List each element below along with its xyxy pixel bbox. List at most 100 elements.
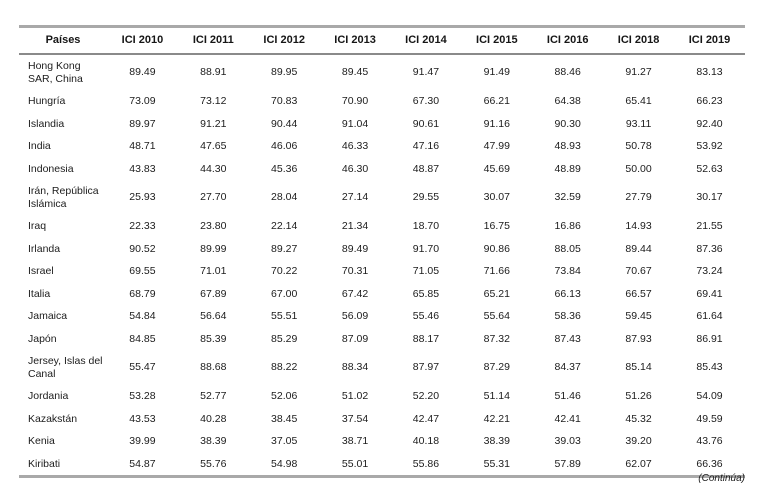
- value-cell: 43.83: [129, 162, 156, 175]
- value-cell: 88.05: [554, 242, 581, 255]
- value-cell: 22.33: [129, 220, 156, 232]
- value-cell: 25.93: [129, 191, 156, 204]
- value-cell: 71.05: [412, 265, 440, 277]
- value-cell: 87.32: [483, 332, 510, 345]
- value-cell: 27.79: [625, 191, 652, 204]
- ici-table: Países ICI 2010 ICI 2011 ICI 2012 ICI 2013 IC…: [19, 25, 745, 478]
- country-cell: Italia: [28, 287, 51, 300]
- value-cell: 66.36: [696, 457, 723, 470]
- country-cell: Irlanda: [28, 242, 61, 255]
- country-cell: Israel: [28, 265, 54, 277]
- value-cell: 89.49: [341, 242, 369, 255]
- value-cell: 88.22: [271, 361, 298, 374]
- value-cell: 55.31: [483, 457, 510, 470]
- value-cell: 52.20: [412, 390, 440, 402]
- table-row: Jersey, Islas del Canal 55.47 88.68 88.22 88…: [19, 350, 745, 385]
- value-cell: 90.61: [412, 117, 440, 130]
- value-cell: 66.21: [483, 95, 510, 107]
- value-cell: 85.14: [625, 361, 652, 374]
- value-cell: 40.18: [412, 435, 440, 447]
- value-cell: 66.57: [625, 287, 652, 300]
- value-cell: 89.95: [271, 66, 298, 79]
- column-header-year: ICI 2019: [674, 26, 745, 55]
- country-cell: Jordania: [28, 390, 69, 402]
- value-cell: 90.30: [554, 117, 581, 130]
- value-cell: 48.87: [412, 162, 440, 175]
- value-cell: 54.09: [696, 390, 723, 402]
- value-cell: 66.13: [554, 287, 581, 300]
- value-cell: 87.36: [696, 242, 723, 255]
- column-header-year: ICI 2013: [319, 26, 391, 55]
- value-cell: 87.29: [483, 361, 510, 374]
- value-cell: 87.43: [554, 332, 581, 345]
- value-cell: 91.21: [200, 117, 227, 130]
- value-cell: 55.47: [129, 361, 156, 374]
- country-cell: Jersey, Islas del Canal: [28, 355, 103, 380]
- value-cell: 55.76: [200, 457, 227, 470]
- table-row: Hungría 73.09 73.12 70.83 70.90 67.30 66.21 64.…: [19, 90, 745, 113]
- value-cell: 91.16: [483, 117, 510, 130]
- value-cell: 87.93: [625, 332, 652, 345]
- value-cell: 55.64: [483, 310, 510, 322]
- table-row: Irán, República Islámica 25.93 27.70 28.04 2…: [19, 180, 745, 215]
- value-cell: 39.03: [554, 435, 581, 447]
- value-cell: 43.76: [696, 435, 723, 447]
- value-cell: 53.92: [696, 140, 723, 152]
- value-cell: 57.89: [554, 457, 581, 470]
- value-cell: 65.41: [625, 95, 652, 107]
- value-cell: 87.09: [341, 332, 369, 345]
- value-cell: 73.09: [129, 95, 156, 107]
- country-cell: Hong Kong SAR, China: [28, 60, 83, 85]
- value-cell: 70.90: [341, 95, 369, 107]
- value-cell: 51.26: [625, 390, 652, 402]
- value-cell: 38.39: [483, 435, 510, 447]
- value-cell: 30.17: [696, 191, 723, 204]
- value-cell: 85.43: [696, 361, 723, 374]
- value-cell: 52.63: [696, 162, 723, 175]
- value-cell: 88.34: [341, 361, 369, 374]
- column-header-year: ICI 2012: [248, 26, 320, 55]
- value-cell: 42.21: [483, 412, 510, 425]
- table-row: Israel 69.55 71.01 70.22 70.31 71.05 71.66 73.8…: [19, 260, 745, 283]
- value-cell: 70.31: [341, 265, 369, 277]
- value-cell: 51.02: [341, 390, 369, 402]
- value-cell: 89.49: [129, 66, 156, 79]
- value-cell: 85.39: [200, 332, 227, 345]
- value-cell: 58.36: [554, 310, 581, 322]
- table-header-row: Países ICI 2010 ICI 2011 ICI 2012 ICI 2013 IC…: [19, 26, 745, 55]
- value-cell: 67.89: [200, 287, 227, 300]
- value-cell: 62.07: [625, 457, 652, 470]
- table-row: India 48.71 47.65 46.06 46.33 47.16 47.99 48.93…: [19, 135, 745, 158]
- value-cell: 89.27: [271, 242, 298, 255]
- table-row: Jamaica 54.84 56.64 55.51 56.09 55.46 55.64 58.…: [19, 305, 745, 328]
- value-cell: 90.86: [483, 242, 510, 255]
- value-cell: 85.29: [271, 332, 298, 345]
- table-row: Kazakstán 43.53 40.28 38.45 37.54 42.47 42.21 4…: [19, 408, 745, 431]
- column-header-year: ICI 2010: [107, 26, 178, 55]
- value-cell: 65.21: [483, 287, 510, 300]
- value-cell: 46.33: [341, 140, 369, 152]
- value-cell: 28.04: [271, 191, 298, 204]
- value-cell: 30.07: [483, 191, 510, 204]
- value-cell: 42.47: [412, 412, 440, 425]
- table-row: Indonesia 43.83 44.30 45.36 46.30 48.87 45.69 4…: [19, 158, 745, 181]
- value-cell: 44.30: [200, 162, 227, 175]
- value-cell: 39.20: [625, 435, 652, 447]
- country-cell: Kiribati: [28, 457, 61, 470]
- country-cell: Islandia: [28, 117, 65, 130]
- value-cell: 45.69: [483, 162, 510, 175]
- value-cell: 88.91: [200, 66, 227, 79]
- column-header-year: ICI 2016: [532, 26, 604, 55]
- value-cell: 91.70: [412, 242, 440, 255]
- table-row: Irlanda 90.52 89.99 89.27 89.49 91.70 90.86 88.…: [19, 238, 745, 261]
- value-cell: 50.78: [625, 140, 652, 152]
- value-cell: 52.06: [271, 390, 298, 402]
- value-cell: 84.37: [554, 361, 581, 374]
- value-cell: 16.75: [483, 220, 510, 232]
- table-body: Hong Kong SAR, China 89.49 88.91 89.95 89.45…: [19, 54, 745, 477]
- table-row: Kiribati 54.87 55.76 54.98 55.01 55.86 55.31 57…: [19, 453, 745, 477]
- value-cell: 59.45: [625, 310, 652, 322]
- value-cell: 37.54: [341, 412, 369, 425]
- table-row: Italia 68.79 67.89 67.00 67.42 65.85 65.21 66.1…: [19, 283, 745, 306]
